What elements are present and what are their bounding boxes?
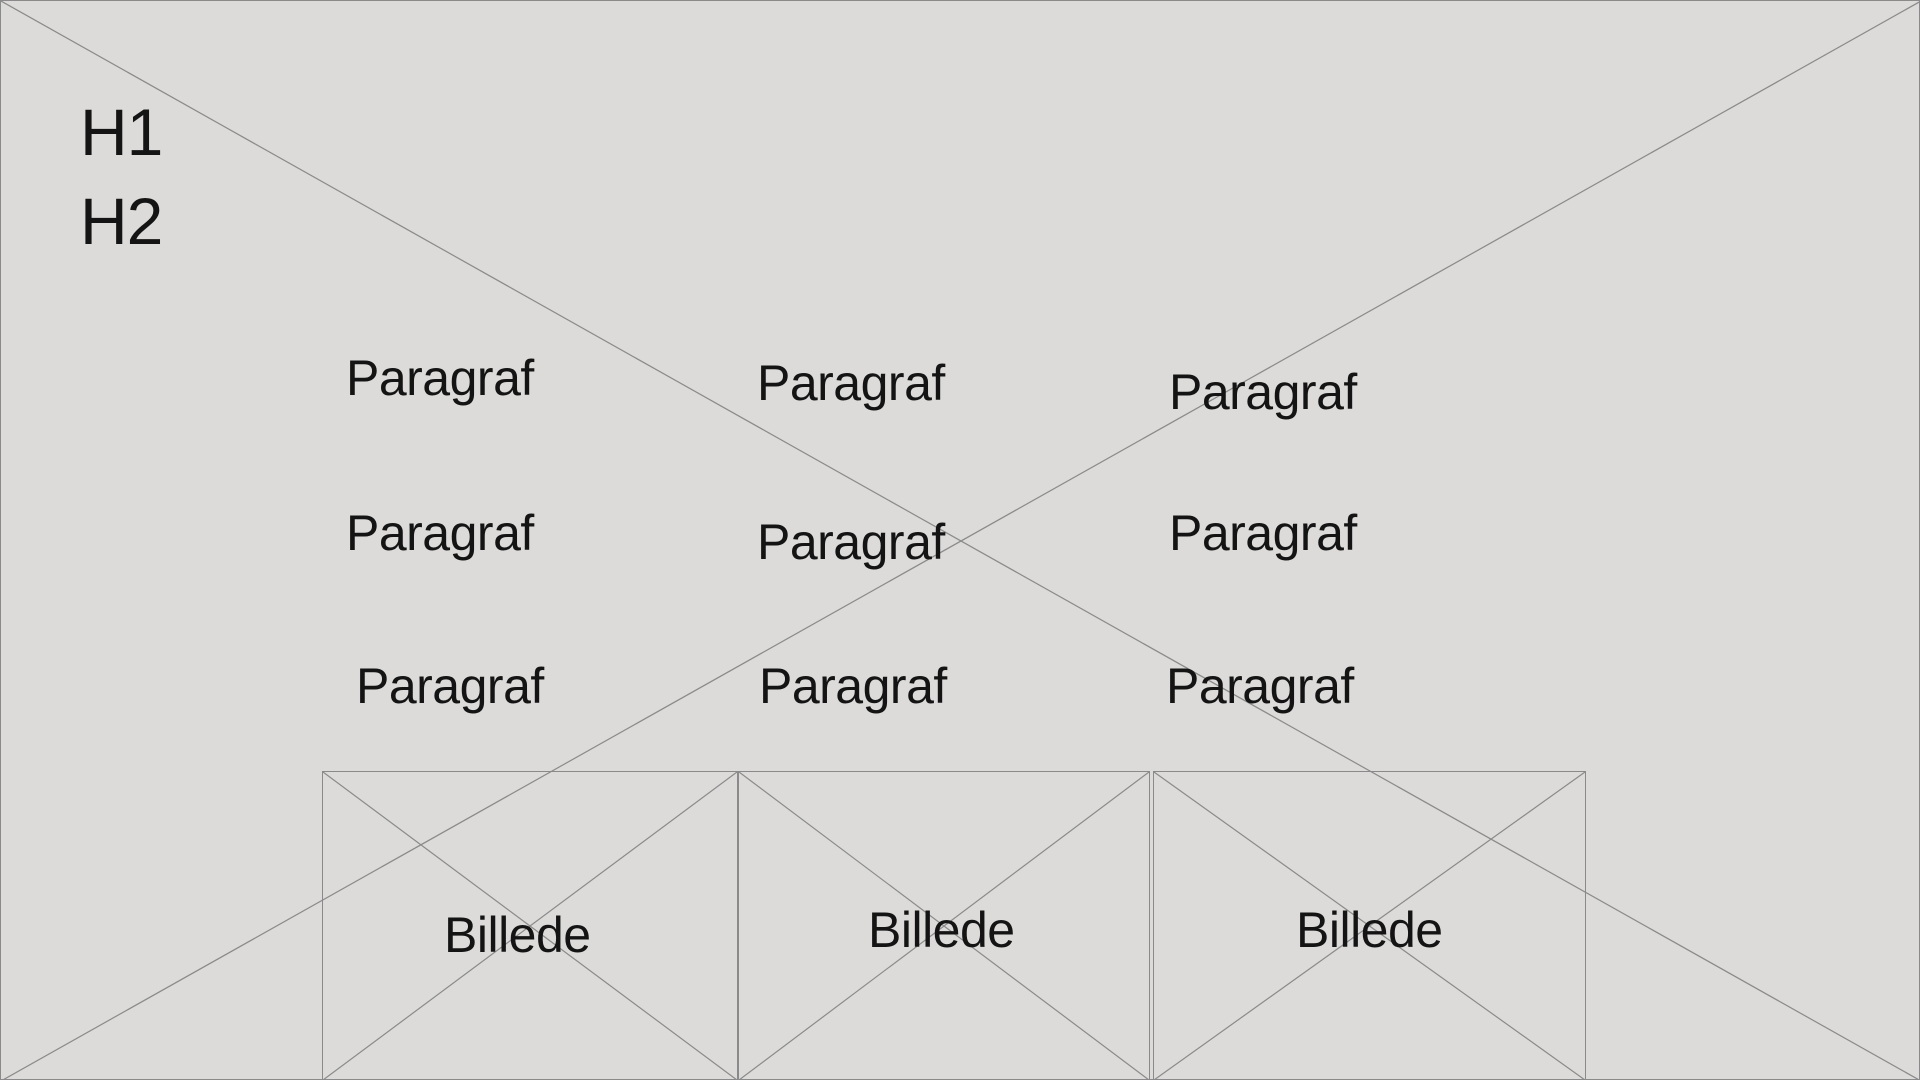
paragraph-r2-c1: Paragraf	[346, 505, 534, 561]
image-label-1: Billede	[444, 907, 591, 963]
image-placeholder-cross	[739, 772, 1149, 1079]
heading-h1: H1	[80, 95, 163, 169]
paragraph-r1-c3: Paragraf	[1169, 364, 1357, 420]
paragraph-r3-c1: Paragraf	[356, 658, 544, 714]
paragraph-r2-c2: Paragraf	[757, 514, 945, 570]
paragraph-r1-c1: Paragraf	[346, 350, 534, 406]
image-placeholder-3: Billede	[1153, 771, 1586, 1079]
image-placeholder-1: Billede	[322, 771, 738, 1079]
paragraph-r3-c2: Paragraf	[759, 658, 947, 714]
heading-h2: H2	[80, 184, 163, 258]
image-placeholder-cross	[323, 772, 737, 1079]
paragraph-r1-c2: Paragraf	[757, 355, 945, 411]
paragraph-r2-c3: Paragraf	[1169, 505, 1357, 561]
image-label-2: Billede	[868, 902, 1015, 958]
image-label-3: Billede	[1296, 902, 1443, 958]
image-placeholder-2: Billede	[738, 771, 1150, 1079]
image-placeholder-cross	[1154, 772, 1585, 1079]
paragraph-r3-c3: Paragraf	[1166, 658, 1354, 714]
